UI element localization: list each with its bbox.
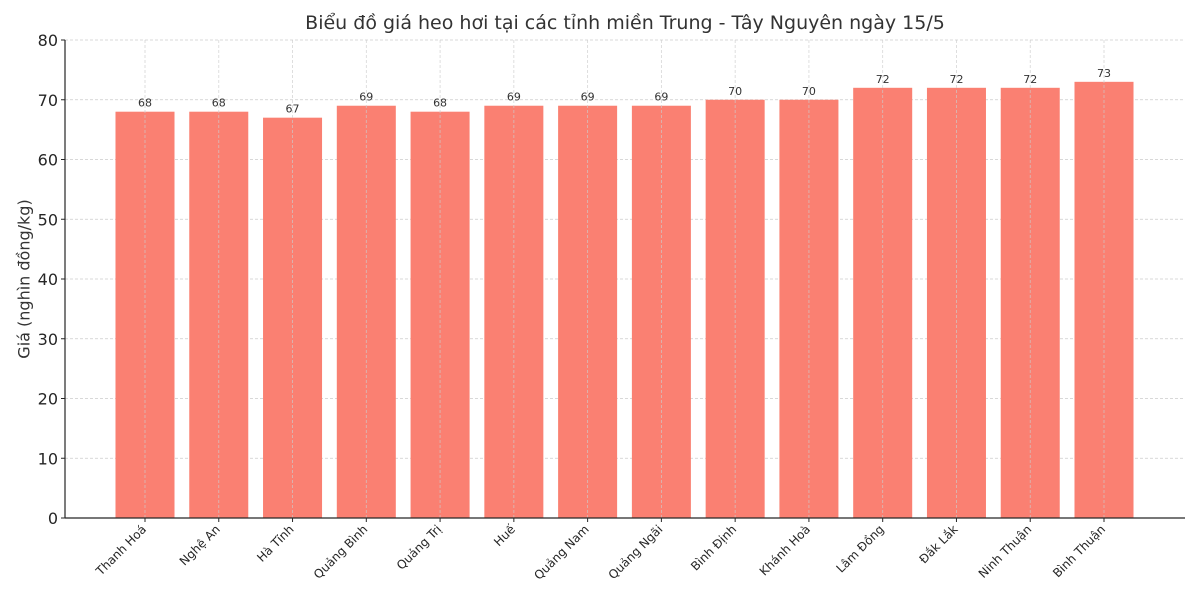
x-tick-label: Quảng Ngãi (606, 522, 666, 582)
bar-value-label: 69 (507, 91, 521, 104)
x-tick-label: Quảng Nam (531, 522, 591, 582)
x-tick-label: Quảng Bình (311, 522, 371, 582)
bars (115, 81, 1134, 519)
bar-value-label: 70 (802, 85, 816, 98)
x-tick-label: Huế (491, 522, 518, 549)
bar (779, 99, 839, 518)
bar-value-label: 69 (359, 91, 373, 104)
y-tick-label: 70 (38, 91, 58, 110)
bar-value-label: 67 (286, 103, 300, 116)
y-tick-label: 80 (38, 31, 58, 50)
y-tick-label: 30 (38, 330, 58, 349)
y-tick-label: 60 (38, 151, 58, 170)
x-tick-label: Ninh Thuận (976, 522, 1035, 581)
y-tick-label: 0 (48, 509, 58, 528)
y-tick-label: 20 (38, 390, 58, 409)
bar-value-label: 69 (581, 91, 595, 104)
bar-value-label: 73 (1097, 67, 1111, 80)
x-tick-label: Thanh Hoá (93, 522, 150, 579)
bar-value-label: 70 (728, 85, 742, 98)
x-tick-label: Bình Thuận (1050, 522, 1108, 580)
y-tick-label: 10 (38, 449, 58, 468)
bar-value-label: 69 (654, 91, 668, 104)
x-tick-label: Đắk Lắk (916, 522, 960, 566)
x-tick-label: Bình Định (688, 522, 739, 573)
bar-value-label: 68 (433, 97, 447, 110)
bar-value-label: 72 (876, 73, 890, 86)
x-tick-labels: Thanh Hoá Nghệ An Hà Tĩnh Quảng Bình Quảng T… (93, 522, 1109, 583)
x-tick-label: Quảng Trị (394, 522, 444, 572)
x-tick-label: Nghệ An (177, 522, 223, 568)
bar-value-label: 72 (949, 73, 963, 86)
chart-title: Biểu đồ giá heo hơi tại các tỉnh miền Tr… (305, 12, 945, 34)
y-tick-label: 40 (38, 270, 58, 289)
x-tick-label: Khánh Hoà (757, 522, 813, 578)
bar-value-label: 68 (212, 97, 226, 110)
axes (61, 39, 1185, 522)
bar-value-label: 68 (138, 97, 152, 110)
y-tick-label: 50 (38, 210, 58, 229)
x-tick-label: Lâm Đồng (833, 522, 886, 575)
y-tick-labels: 0 10 20 30 40 50 60 70 80 (38, 31, 58, 528)
bar-value-labels: 68 68 67 69 68 69 69 69 70 70 72 72 72 73 (138, 67, 1111, 116)
x-tick-label: Hà Tĩnh (254, 522, 296, 564)
bar-value-label: 72 (1023, 73, 1037, 86)
gridlines (65, 39, 1185, 459)
bar (705, 99, 765, 518)
